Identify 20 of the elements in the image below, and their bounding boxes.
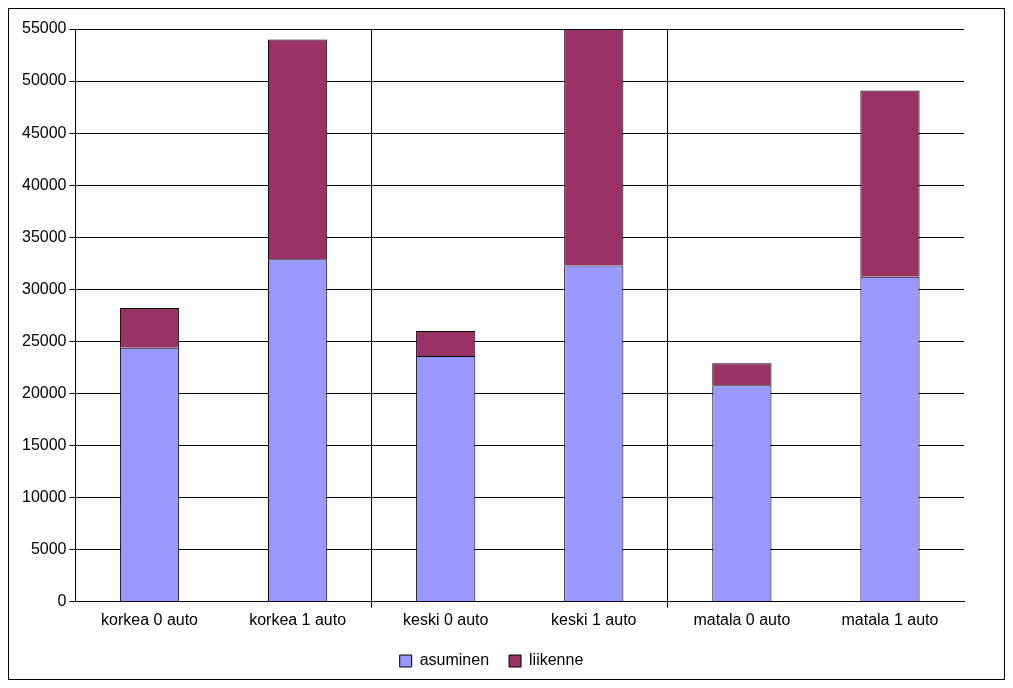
y-tick-label: 55000 [21,19,67,37]
y-tick-label: 15000 [21,435,67,453]
x-tick-label: keski 1 auto [551,610,637,628]
x-tick-label: keski 0 auto [403,610,489,628]
x-tick-label: matala 0 auto [693,610,791,628]
y-tick-label: 30000 [21,279,67,297]
y-tick-label: 40000 [21,175,67,193]
x-tick-label: matala 1 auto [841,610,939,628]
y-tick-label: 20000 [21,383,67,401]
legend-label: liikenne [529,651,584,669]
y-tick-label: 50000 [21,71,67,89]
x-tick-label: korkea 1 auto [249,610,347,628]
x-tick-label: korkea 0 auto [101,610,199,628]
y-tick-label: 45000 [21,123,67,141]
y-tick-label: 5000 [30,540,67,558]
y-tick-label: 10000 [21,488,67,506]
y-tick-label: 0 [57,592,67,610]
y-tick-label: 35000 [21,227,67,245]
y-tick-label: 25000 [21,331,67,349]
legend-label: asuminen [419,651,490,669]
